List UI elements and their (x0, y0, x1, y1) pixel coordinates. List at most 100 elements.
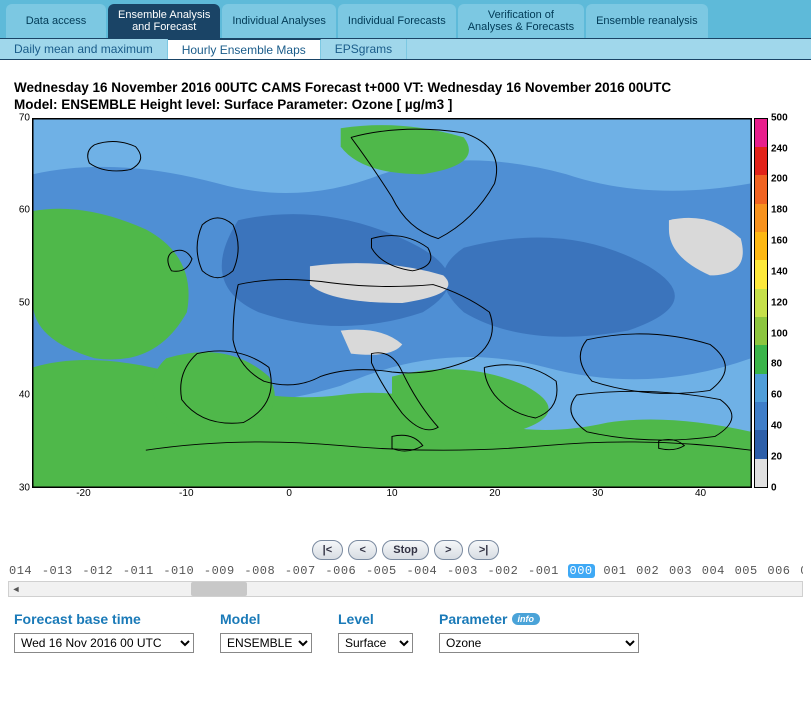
timeline-step[interactable]: 003 (668, 564, 693, 578)
top-tab[interactable]: Individual Forecasts (338, 4, 456, 38)
filter-base-time: Forecast base time Wed 16 Nov 2016 00 UT… (14, 611, 194, 653)
prev-button[interactable]: < (348, 540, 376, 560)
colorbar-swatch (755, 119, 767, 147)
timeline-step[interactable]: 005 (734, 564, 759, 578)
scroll-thumb[interactable] (191, 582, 247, 596)
x-tick: 0 (286, 488, 292, 499)
map-container: 3040506070 (14, 118, 792, 504)
y-tick: 30 (19, 482, 30, 493)
info-icon[interactable]: info (512, 613, 541, 625)
timeline-step[interactable]: -012 (81, 564, 114, 578)
timeline[interactable]: 014 -013 -012 -011 -010 -009 -008 -007 -… (8, 560, 803, 580)
colorbar-tick: 500 (771, 112, 788, 123)
top-tab-bar: Data accessEnsemble Analysisand Forecast… (0, 0, 811, 38)
colorbar-swatch (755, 260, 767, 288)
x-tick: -10 (179, 488, 193, 499)
colorbar-tick: 160 (771, 236, 788, 247)
timeline-step[interactable]: 007 (799, 564, 803, 578)
base-time-label: Forecast base time (14, 611, 194, 627)
colorbar-labels: 500240200180160140120100806040200 (768, 118, 792, 488)
top-tab[interactable]: Data access (6, 4, 106, 38)
timeline-step[interactable]: -002 (486, 564, 519, 578)
parameter-select[interactable]: Ozone (439, 633, 639, 653)
map-title: Wednesday 16 November 2016 00UTC CAMS Fo… (14, 80, 803, 114)
colorbar-swatch (755, 317, 767, 345)
timeline-step[interactable]: -013 (41, 564, 74, 578)
top-tab[interactable]: Ensemble reanalysis (586, 4, 708, 38)
sub-tab-bar: Daily mean and maximumHourly Ensemble Ma… (0, 38, 811, 60)
colorbar-swatch (755, 147, 767, 175)
colorbar-swatch (755, 459, 767, 487)
colorbar-tick: 100 (771, 328, 788, 339)
timeline-step[interactable]: -009 (203, 564, 236, 578)
colorbar-swatch (755, 402, 767, 430)
model-select[interactable]: ENSEMBLE (220, 633, 312, 653)
timeline-step[interactable]: 014 (8, 564, 33, 578)
timeline-step[interactable]: -001 (527, 564, 560, 578)
sub-tab[interactable]: Hourly Ensemble Maps (168, 39, 321, 59)
y-tick: 70 (19, 112, 30, 123)
colorbar-swatch (755, 232, 767, 260)
filter-parameter: Parameter info Ozone (439, 611, 639, 653)
map-y-axis: 3040506070 (14, 118, 32, 486)
top-tab[interactable]: Individual Analyses (222, 4, 336, 38)
sub-tab[interactable]: EPSgrams (321, 39, 407, 59)
parameter-label: Parameter info (439, 611, 639, 627)
timeline-step[interactable]: 001 (602, 564, 627, 578)
timeline-step[interactable]: -010 (162, 564, 195, 578)
timeline-step[interactable]: -006 (324, 564, 357, 578)
first-button[interactable]: |< (312, 540, 344, 560)
timeline-step[interactable]: -004 (405, 564, 438, 578)
last-button[interactable]: >| (468, 540, 500, 560)
content-area: Wednesday 16 November 2016 00UTC CAMS Fo… (0, 60, 811, 657)
level-label: Level (338, 611, 413, 627)
colorbar-tick: 0 (771, 482, 777, 493)
x-tick: -20 (76, 488, 90, 499)
base-time-select[interactable]: Wed 16 Nov 2016 00 UTC (14, 633, 194, 653)
timeline-step[interactable]: -005 (365, 564, 398, 578)
level-select[interactable]: Surface (338, 633, 413, 653)
map-plot (32, 118, 752, 488)
filter-panel: Forecast base time Wed 16 Nov 2016 00 UT… (8, 611, 803, 653)
timeline-step[interactable]: -011 (122, 564, 155, 578)
colorbar-swatch (755, 175, 767, 203)
colorbar-swatch (755, 204, 767, 232)
playback-controls: |< < Stop > >| (8, 540, 803, 560)
colorbar-tick: 200 (771, 174, 788, 185)
timeline-step[interactable]: 006 (766, 564, 791, 578)
x-tick: 10 (386, 488, 397, 499)
y-tick: 50 (19, 297, 30, 308)
map-title-line2: Model: ENSEMBLE Height level: Surface Pa… (14, 97, 803, 114)
colorbar-tick: 20 (771, 451, 782, 462)
x-tick: 30 (592, 488, 603, 499)
map-x-axis: -20-10010203040 (32, 488, 752, 504)
map-title-line1: Wednesday 16 November 2016 00UTC CAMS Fo… (14, 80, 803, 97)
sub-tab[interactable]: Daily mean and maximum (0, 39, 168, 59)
y-tick: 40 (19, 390, 30, 401)
colorbar-swatch (755, 289, 767, 317)
timeline-scrollbar[interactable]: ◄ (8, 581, 803, 597)
timeline-step[interactable]: 004 (701, 564, 726, 578)
colorbar: 500240200180160140120100806040200 (754, 118, 792, 488)
colorbar-tick: 40 (771, 421, 782, 432)
timeline-step[interactable]: -007 (284, 564, 317, 578)
top-tab[interactable]: Verification ofAnalyses & Forecasts (458, 4, 584, 38)
x-tick: 40 (695, 488, 706, 499)
colorbar-tick: 240 (771, 143, 788, 154)
timeline-step[interactable]: -008 (243, 564, 276, 578)
top-tab[interactable]: Ensemble Analysisand Forecast (108, 4, 220, 38)
colorbar-swatch (755, 430, 767, 458)
timeline-step[interactable]: -003 (446, 564, 479, 578)
next-button[interactable]: > (434, 540, 462, 560)
model-label: Model (220, 611, 312, 627)
colorbar-tick: 80 (771, 359, 782, 370)
colorbar-tick: 140 (771, 266, 788, 277)
colorbar-gradient (754, 118, 768, 488)
colorbar-tick: 120 (771, 297, 788, 308)
stop-button[interactable]: Stop (382, 540, 428, 560)
colorbar-tick: 180 (771, 205, 788, 216)
timeline-step[interactable]: 000 (568, 564, 595, 578)
scroll-left-icon[interactable]: ◄ (9, 582, 23, 596)
timeline-step[interactable]: 002 (635, 564, 660, 578)
y-tick: 60 (19, 205, 30, 216)
